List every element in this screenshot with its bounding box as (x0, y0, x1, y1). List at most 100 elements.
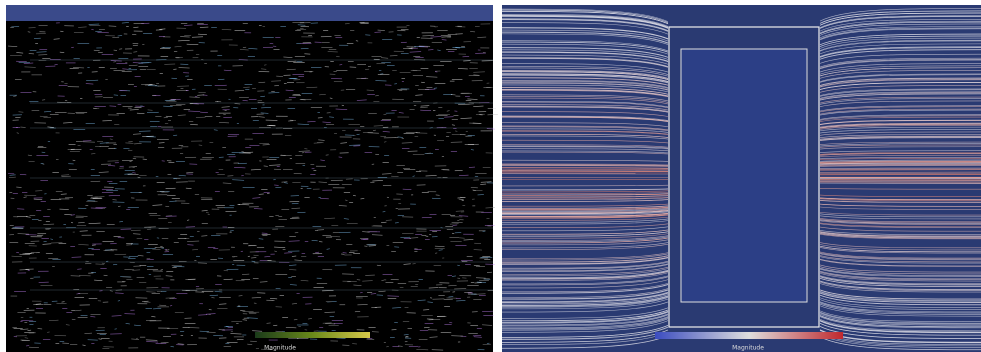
streamline (819, 109, 981, 116)
streamline (501, 32, 669, 44)
streamline (501, 190, 669, 193)
streamline (819, 116, 981, 122)
streamline (501, 105, 669, 112)
streamline (819, 303, 981, 315)
streamline (501, 19, 669, 32)
streamline (819, 67, 981, 77)
streamline (819, 251, 981, 259)
streamline (501, 139, 669, 144)
right-colorbar (655, 332, 843, 339)
streamline (501, 101, 669, 108)
streamline (819, 123, 981, 128)
streamline (819, 98, 981, 105)
streamline (819, 136, 981, 140)
streamline (501, 291, 669, 302)
streamline (501, 49, 669, 60)
streamline (501, 167, 669, 169)
streamline (819, 200, 981, 203)
streamline (501, 22, 669, 35)
streamline (501, 125, 669, 131)
streamline (501, 276, 669, 286)
streamline (501, 214, 669, 219)
streamline (501, 126, 669, 131)
streamline (501, 63, 669, 73)
streamline (501, 316, 669, 329)
streamline (819, 46, 981, 58)
streamline (819, 305, 981, 317)
streamline (501, 307, 669, 319)
streamline (819, 158, 981, 161)
streamline (819, 280, 981, 290)
streamline (819, 310, 981, 323)
streamline (501, 69, 669, 79)
streamline (501, 220, 669, 225)
streamline (501, 116, 669, 123)
streamline (501, 58, 669, 68)
streamline (501, 292, 669, 303)
streamline (819, 70, 981, 79)
streamline (819, 294, 981, 305)
streamline (819, 78, 981, 87)
streamline (819, 219, 981, 224)
streamline (501, 261, 669, 269)
streamline (501, 167, 669, 169)
streamline (501, 205, 669, 209)
overlay: Magnitude Magnitude (255, 26, 843, 352)
streamline (819, 301, 981, 313)
streamline (819, 12, 981, 26)
streamline (819, 272, 981, 282)
streamline (819, 242, 981, 249)
streamline (819, 167, 981, 169)
streamline (501, 70, 669, 80)
left-panel (6, 5, 498, 352)
streamline (501, 97, 669, 105)
streamline (501, 325, 669, 338)
streamline (819, 91, 981, 99)
streamline (501, 96, 669, 103)
streamline (501, 87, 669, 95)
streamline (501, 314, 669, 327)
streamline (501, 10, 669, 24)
streamline (501, 41, 669, 53)
streamline (501, 111, 669, 117)
streamline (819, 108, 981, 115)
streamline (501, 261, 669, 270)
streamline (501, 284, 669, 294)
streamline (501, 209, 669, 213)
streamline (501, 73, 669, 83)
streamline (819, 264, 981, 273)
streamline (819, 114, 981, 120)
streamline (819, 141, 981, 145)
streamline (501, 15, 669, 29)
streamline (819, 33, 981, 45)
streamline (501, 309, 669, 322)
streamline (501, 289, 669, 300)
left-top-band (6, 5, 493, 21)
streamline (819, 43, 981, 55)
streamline (501, 130, 669, 135)
streamline (501, 296, 669, 307)
streamline (819, 129, 981, 134)
streamline (819, 259, 981, 267)
left-colorbar-label: Magnitude (264, 345, 296, 352)
streamline (501, 80, 669, 89)
streamline (501, 233, 669, 239)
streamline (819, 47, 981, 58)
streamline (501, 311, 669, 323)
streamline (819, 20, 981, 34)
streamline (819, 187, 981, 190)
streamline (501, 130, 669, 135)
streamline (819, 122, 981, 128)
streamline (819, 40, 981, 52)
streamline (501, 271, 669, 280)
streamline (501, 135, 669, 140)
streamline (501, 327, 669, 340)
streamline (501, 15, 669, 28)
streamline (819, 211, 981, 216)
streamline (819, 169, 981, 171)
streamline (501, 122, 669, 128)
streamline (501, 88, 669, 97)
streamline (819, 23, 981, 36)
streamline (501, 216, 669, 221)
streamline (819, 79, 981, 88)
